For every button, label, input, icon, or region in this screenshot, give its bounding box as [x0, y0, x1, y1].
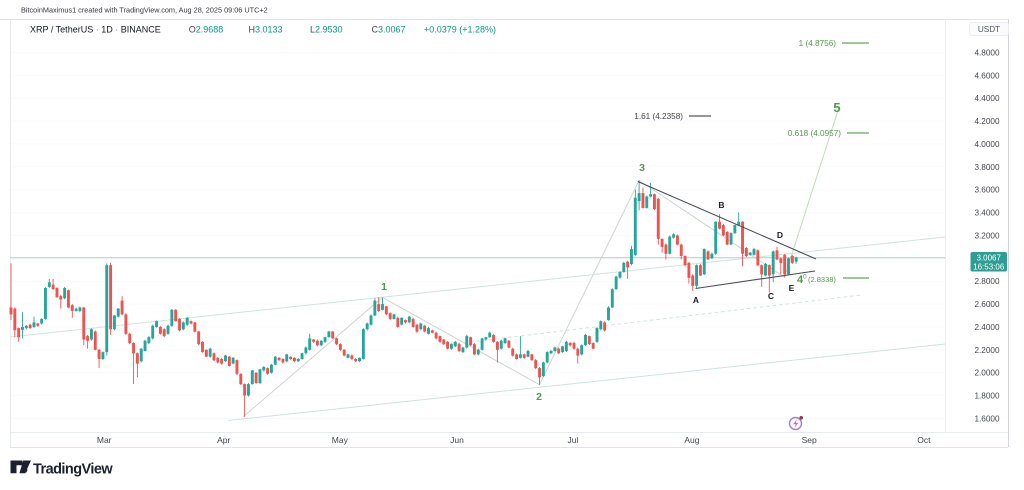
svg-text:C: C: [768, 291, 774, 301]
svg-text:B: B: [718, 200, 724, 210]
svg-text:1: 1: [381, 281, 387, 293]
svg-text:2.4000: 2.4000: [974, 323, 999, 332]
svg-text:A: A: [693, 295, 699, 305]
svg-text:May: May: [332, 435, 349, 445]
svg-text:2.0000: 2.0000: [974, 369, 999, 378]
svg-text:2: 2: [536, 391, 542, 403]
svg-text:16:53:06: 16:53:06: [973, 262, 1005, 271]
svg-text:3: 3: [639, 162, 645, 174]
svg-text:0: 0: [803, 274, 807, 281]
svg-text:(2.8338): (2.8338): [808, 275, 836, 284]
svg-text:1.6000: 1.6000: [974, 415, 999, 424]
svg-text:2.2000: 2.2000: [974, 346, 999, 355]
svg-text:Sep: Sep: [802, 435, 817, 445]
svg-text:C3.0067: C3.0067: [372, 25, 406, 35]
svg-text:1.61 (4.2358): 1.61 (4.2358): [634, 112, 683, 121]
svg-text:4.6000: 4.6000: [974, 71, 999, 80]
svg-text:3.4000: 3.4000: [974, 209, 999, 218]
svg-text:E: E: [789, 283, 795, 293]
svg-text:3.8000: 3.8000: [974, 163, 999, 172]
svg-text:4.2000: 4.2000: [974, 117, 999, 126]
svg-text:D: D: [777, 230, 783, 240]
svg-text:XRP / TetherUS · 1D · BINANCE: XRP / TetherUS · 1D · BINANCE: [30, 25, 161, 35]
svg-text:Aug: Aug: [684, 435, 699, 445]
svg-text:3.6000: 3.6000: [974, 186, 999, 195]
svg-text:BitcoinMaximus1 created with T: BitcoinMaximus1 created with TradingView…: [21, 6, 268, 15]
svg-text:4.8000: 4.8000: [974, 48, 999, 57]
svg-text:1.8000: 1.8000: [974, 392, 999, 401]
svg-text:H3.0133: H3.0133: [249, 25, 283, 35]
svg-text:O2.9688: O2.9688: [189, 25, 224, 35]
svg-text:TradingView: TradingView: [33, 462, 113, 478]
svg-text:3.2000: 3.2000: [974, 231, 999, 240]
svg-text:0.618 (4.0957): 0.618 (4.0957): [788, 129, 842, 138]
svg-text:Jul: Jul: [567, 435, 578, 445]
svg-text:2.6000: 2.6000: [974, 300, 999, 309]
svg-text:+0.0379 (+1.28%): +0.0379 (+1.28%): [424, 25, 496, 35]
svg-text:4.4000: 4.4000: [974, 94, 999, 103]
svg-text:USDT: USDT: [978, 25, 1000, 34]
svg-text:2.8000: 2.8000: [974, 277, 999, 286]
svg-text:Apr: Apr: [217, 435, 230, 445]
svg-text:5: 5: [833, 100, 840, 115]
svg-text:L2.9530: L2.9530: [310, 25, 343, 35]
svg-text:Oct: Oct: [917, 435, 931, 445]
svg-text:4.0000: 4.0000: [974, 140, 999, 149]
svg-text:Jun: Jun: [450, 435, 464, 445]
svg-text:Mar: Mar: [97, 435, 112, 445]
svg-text:4: 4: [797, 274, 804, 286]
svg-text:1 (4.8756): 1 (4.8756): [799, 39, 837, 48]
svg-text:3.0067: 3.0067: [976, 254, 1001, 263]
